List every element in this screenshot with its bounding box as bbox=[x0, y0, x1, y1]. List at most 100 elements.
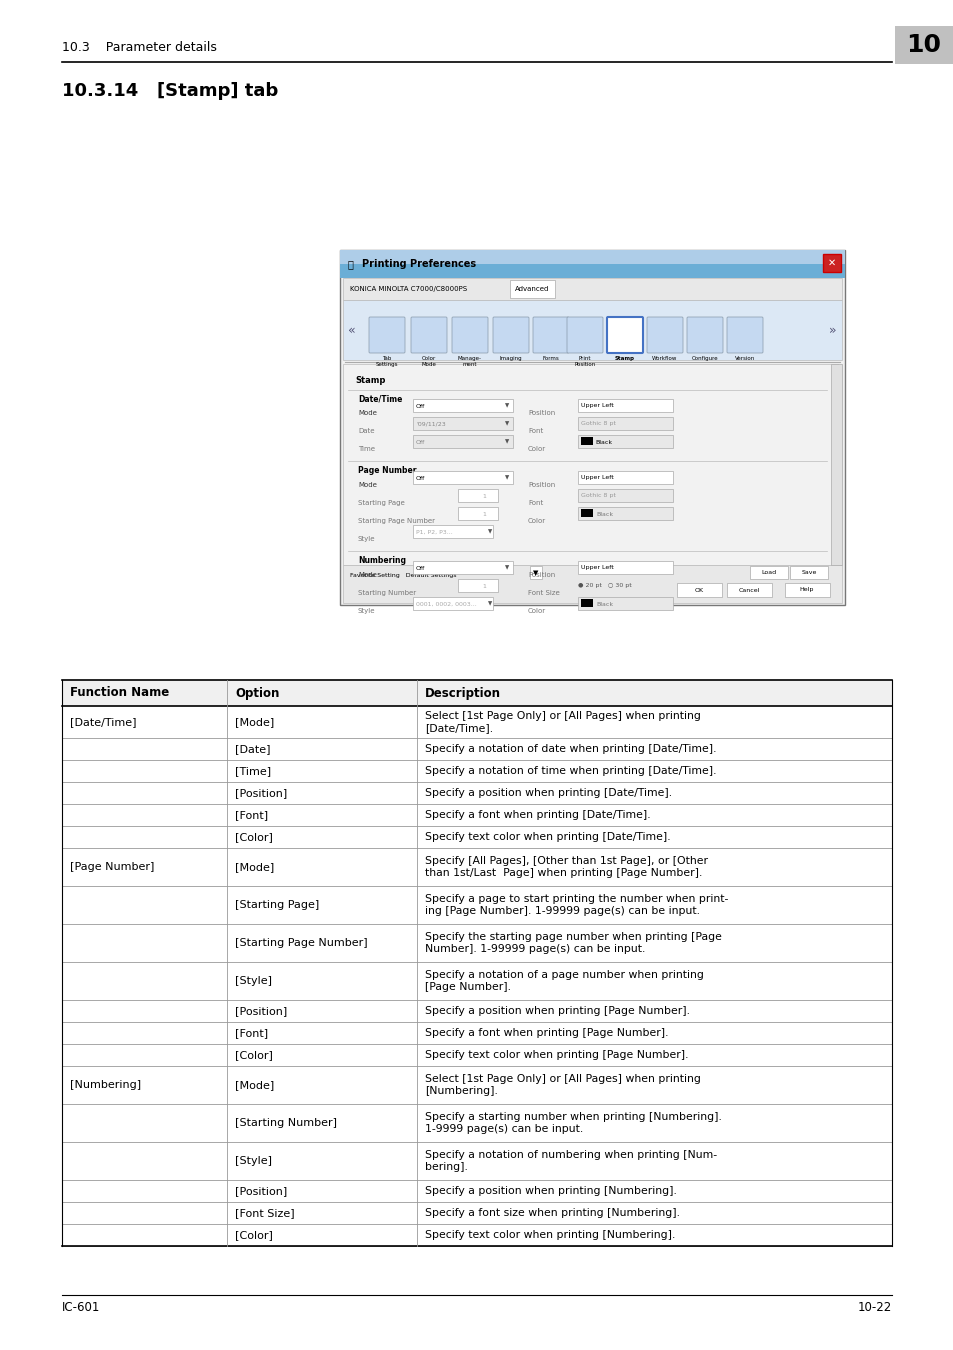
Text: 0001, 0002, 0003...: 0001, 0002, 0003... bbox=[416, 602, 476, 606]
FancyBboxPatch shape bbox=[339, 250, 844, 278]
Text: Specify a notation of time when printing [Date/Time].: Specify a notation of time when printing… bbox=[424, 765, 716, 776]
FancyBboxPatch shape bbox=[677, 583, 721, 597]
Text: [Position]: [Position] bbox=[234, 788, 287, 798]
Text: 10.3.14   [Stamp] tab: 10.3.14 [Stamp] tab bbox=[62, 82, 278, 100]
FancyBboxPatch shape bbox=[343, 566, 841, 603]
Text: Help: Help bbox=[799, 587, 813, 593]
Text: ▼: ▼ bbox=[504, 421, 509, 427]
FancyBboxPatch shape bbox=[339, 250, 844, 265]
FancyBboxPatch shape bbox=[578, 400, 672, 412]
Text: Font Size: Font Size bbox=[527, 590, 559, 595]
FancyBboxPatch shape bbox=[343, 300, 841, 360]
Text: Date/Time: Date/Time bbox=[357, 394, 402, 404]
Text: Tab
Settings: Tab Settings bbox=[375, 356, 397, 367]
Text: Imaging: Imaging bbox=[499, 356, 521, 360]
Text: Stamp: Stamp bbox=[615, 356, 635, 360]
Text: «: « bbox=[348, 324, 355, 336]
Text: Starting Page: Starting Page bbox=[357, 500, 404, 506]
FancyBboxPatch shape bbox=[578, 435, 672, 448]
Text: Specify a position when printing [Numbering].: Specify a position when printing [Number… bbox=[424, 1187, 677, 1196]
Text: IC-601: IC-601 bbox=[62, 1301, 100, 1314]
FancyBboxPatch shape bbox=[578, 471, 672, 485]
FancyBboxPatch shape bbox=[510, 279, 555, 298]
Text: Off: Off bbox=[416, 475, 425, 481]
FancyBboxPatch shape bbox=[339, 250, 844, 605]
Text: Configure: Configure bbox=[691, 356, 718, 360]
Text: [Font Size]: [Font Size] bbox=[234, 1208, 294, 1218]
FancyBboxPatch shape bbox=[530, 566, 541, 579]
FancyBboxPatch shape bbox=[606, 317, 642, 352]
Text: Gothic 8 pt: Gothic 8 pt bbox=[580, 494, 616, 498]
FancyBboxPatch shape bbox=[749, 566, 787, 579]
FancyBboxPatch shape bbox=[578, 508, 672, 520]
Text: Off: Off bbox=[416, 440, 425, 444]
Text: [Color]: [Color] bbox=[234, 832, 273, 842]
FancyBboxPatch shape bbox=[62, 680, 891, 706]
Text: [Mode]: [Mode] bbox=[234, 717, 274, 728]
Text: Black: Black bbox=[596, 512, 613, 517]
Text: Select [1st Page Only] or [All Pages] when printing
[Date/Time].: Select [1st Page Only] or [All Pages] wh… bbox=[424, 710, 700, 733]
Text: Specify a font when printing [Page Number].: Specify a font when printing [Page Numbe… bbox=[424, 1027, 668, 1038]
Text: ▼: ▼ bbox=[504, 404, 509, 409]
Text: Color: Color bbox=[527, 518, 545, 524]
Text: Workflow: Workflow bbox=[652, 356, 677, 360]
Text: [Style]: [Style] bbox=[234, 976, 272, 986]
Text: [Style]: [Style] bbox=[234, 1156, 272, 1166]
Text: ▼: ▼ bbox=[533, 570, 538, 576]
Text: 🖨: 🖨 bbox=[348, 259, 354, 269]
Text: Upper Left: Upper Left bbox=[580, 404, 613, 409]
FancyBboxPatch shape bbox=[343, 364, 837, 566]
FancyBboxPatch shape bbox=[533, 317, 568, 352]
FancyBboxPatch shape bbox=[830, 364, 841, 566]
Text: »: » bbox=[828, 324, 836, 336]
Text: Position: Position bbox=[527, 410, 555, 416]
Text: [Color]: [Color] bbox=[234, 1230, 273, 1241]
Text: Style: Style bbox=[357, 608, 375, 614]
FancyBboxPatch shape bbox=[578, 489, 672, 502]
FancyBboxPatch shape bbox=[726, 317, 762, 352]
Text: [Color]: [Color] bbox=[234, 1050, 273, 1060]
FancyBboxPatch shape bbox=[369, 317, 405, 352]
FancyBboxPatch shape bbox=[580, 509, 593, 517]
Text: [Time]: [Time] bbox=[234, 765, 271, 776]
Text: ● 20 pt   ○ 30 pt: ● 20 pt ○ 30 pt bbox=[578, 583, 631, 589]
Text: ▼: ▼ bbox=[504, 440, 509, 444]
FancyBboxPatch shape bbox=[413, 597, 493, 610]
FancyBboxPatch shape bbox=[822, 254, 841, 271]
Text: Font: Font bbox=[527, 500, 542, 506]
Text: P1, P2, P3...: P1, P2, P3... bbox=[416, 529, 453, 535]
Text: Advanced: Advanced bbox=[515, 286, 549, 292]
Text: Mode: Mode bbox=[357, 410, 376, 416]
Text: [Starting Page]: [Starting Page] bbox=[234, 900, 319, 910]
Text: Date: Date bbox=[357, 428, 375, 433]
FancyBboxPatch shape bbox=[580, 437, 593, 446]
FancyBboxPatch shape bbox=[578, 597, 672, 610]
Text: Black: Black bbox=[596, 602, 613, 606]
Text: [Starting Page Number]: [Starting Page Number] bbox=[234, 938, 367, 948]
Text: Specify a page to start printing the number when print-
ing [Page Number]. 1-999: Specify a page to start printing the num… bbox=[424, 894, 727, 917]
FancyBboxPatch shape bbox=[413, 525, 493, 539]
FancyBboxPatch shape bbox=[789, 566, 827, 579]
Text: [Mode]: [Mode] bbox=[234, 1080, 274, 1089]
Text: [Numbering]: [Numbering] bbox=[70, 1080, 141, 1089]
Text: Save: Save bbox=[801, 571, 816, 575]
Text: Style: Style bbox=[357, 536, 375, 541]
FancyBboxPatch shape bbox=[580, 599, 593, 608]
Text: ▼: ▼ bbox=[504, 475, 509, 481]
Text: [Date/Time]: [Date/Time] bbox=[70, 717, 136, 728]
Text: [Font]: [Font] bbox=[234, 1027, 268, 1038]
Text: Load: Load bbox=[760, 571, 776, 575]
FancyBboxPatch shape bbox=[413, 417, 513, 431]
Text: Specify text color when printing [Numbering].: Specify text color when printing [Number… bbox=[424, 1230, 675, 1241]
Text: [Mode]: [Mode] bbox=[234, 863, 274, 872]
Text: Time: Time bbox=[357, 446, 375, 452]
Text: Off: Off bbox=[416, 566, 425, 571]
FancyBboxPatch shape bbox=[413, 471, 513, 485]
Text: Select [1st Page Only] or [All Pages] when printing
[Numbering].: Select [1st Page Only] or [All Pages] wh… bbox=[424, 1073, 700, 1096]
FancyBboxPatch shape bbox=[457, 508, 497, 520]
Text: Starting Number: Starting Number bbox=[357, 590, 416, 595]
Text: Cancel: Cancel bbox=[738, 587, 759, 593]
Text: Option: Option bbox=[234, 687, 279, 699]
Text: ✕: ✕ bbox=[827, 258, 835, 269]
Text: Mode: Mode bbox=[357, 482, 376, 487]
